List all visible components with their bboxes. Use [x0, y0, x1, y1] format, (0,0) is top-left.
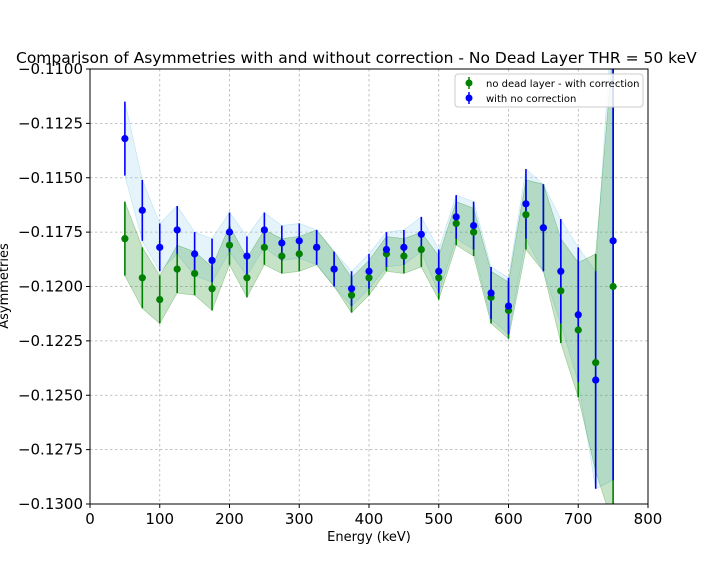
blue-data-point [243, 252, 251, 260]
green-data-point [557, 287, 565, 295]
x-tick-label: 200 [215, 510, 244, 528]
x-tick-label: 400 [355, 510, 384, 528]
green-data-point [592, 359, 600, 367]
blue-data-point [557, 267, 565, 275]
x-tick-label: 600 [494, 510, 523, 528]
x-tick-label: 800 [634, 510, 663, 528]
green-data-point [156, 295, 164, 304]
y-tick-label: −0.1175 [18, 223, 83, 241]
blue-data-point [347, 285, 356, 293]
blue-data-point [121, 135, 129, 143]
blue-data-point [208, 256, 216, 264]
green-data-point [400, 252, 408, 260]
blue-data-point [435, 267, 443, 275]
green-data-point [452, 219, 460, 228]
blue-data-point [313, 243, 321, 251]
legend-box [454, 73, 644, 108]
green-data-point [295, 250, 303, 258]
blue-data-point [278, 239, 286, 247]
blue-data-point [592, 376, 600, 384]
legend-marker-blue [465, 94, 473, 102]
blue-data-point [574, 311, 582, 319]
green-data-point [365, 274, 373, 282]
legend-marker-green [465, 79, 473, 87]
blue-data-point [452, 213, 460, 221]
x-tick-label: 300 [285, 510, 314, 528]
green-data-point [347, 291, 356, 299]
blue-data-point [156, 243, 164, 251]
blue-data-point [522, 200, 530, 208]
green-data-point [278, 252, 286, 260]
green-data-point [191, 269, 199, 278]
blue-data-point [330, 265, 338, 273]
green-data-point [574, 326, 582, 334]
green-data-point [173, 265, 181, 273]
blue-data-point [365, 267, 373, 275]
blue-data-point [400, 243, 408, 251]
blue-data-point [487, 289, 495, 297]
blue-data-point [173, 226, 181, 234]
green-data-point [609, 282, 617, 291]
blue-data-point [609, 237, 617, 245]
x-axis-ticks: 0 100 200 300 400 500 600 700 800 [85, 504, 662, 528]
x-tick-label: 100 [145, 510, 174, 528]
chart-title: Comparison of Asymmetries with and witho… [16, 49, 697, 67]
x-tick-label: 700 [564, 510, 593, 528]
x-tick-label: 500 [424, 510, 453, 528]
blue-data-point [138, 206, 146, 214]
green-data-point [225, 241, 234, 249]
blue-data-point [191, 250, 199, 258]
green-data-point [243, 274, 251, 282]
y-tick-label: −0.1200 [18, 278, 83, 296]
y-tick-label: −0.1300 [18, 495, 83, 513]
green-data-point [417, 245, 425, 254]
blue-data-point [382, 245, 391, 254]
green-data-point [121, 235, 129, 243]
legend: no dead layer - with correction with no … [454, 73, 644, 108]
blue-data-point [539, 224, 547, 232]
legend-label-with-correction: no dead layer - with correction [486, 79, 640, 90]
blue-data-point [260, 226, 268, 234]
blue-data-point [295, 237, 303, 245]
y-tick-label: −0.1275 [18, 441, 83, 459]
y-tick-label: −0.1100 [18, 60, 83, 78]
green-data-point [208, 285, 216, 293]
y-tick-label: −0.1250 [18, 386, 83, 404]
y-tick-label: −0.1125 [18, 114, 83, 132]
green-data-point [470, 228, 478, 236]
green-data-point [522, 211, 530, 219]
green-data-point [138, 274, 146, 282]
y-tick-label: −0.1150 [18, 169, 83, 187]
blue-data-point [417, 230, 425, 238]
blue-data-point [470, 222, 478, 230]
y-axis-ticks: −0.1100 −0.1125 −0.1150 −0.1175 −0.1200 −0.12… [18, 60, 90, 513]
blue-data-point [225, 228, 234, 236]
y-tick-label: −0.1225 [18, 332, 83, 350]
data-points [121, 135, 617, 384]
y-axis-label: Asymmetries [0, 243, 12, 329]
blue-data-point [504, 302, 513, 310]
x-axis-label: Energy (keV) [327, 530, 411, 545]
green-data-point [435, 274, 443, 282]
green-data-point [260, 243, 268, 251]
x-tick-label: 0 [85, 510, 95, 528]
legend-label-no-correction: with no correction [486, 94, 576, 105]
